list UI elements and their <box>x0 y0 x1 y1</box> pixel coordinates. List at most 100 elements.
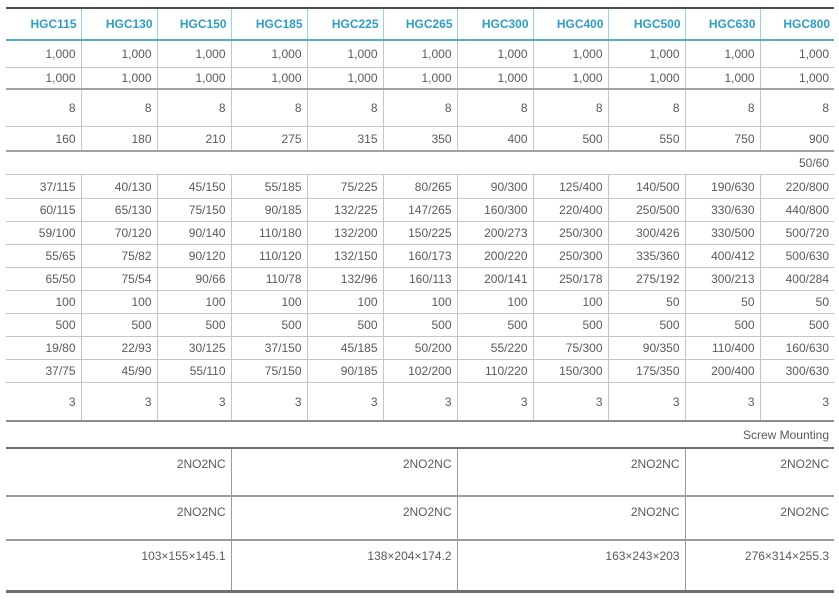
table-cell: 8 <box>383 89 458 127</box>
table-cell: 19/80 <box>6 336 82 360</box>
table-cell: 500 <box>533 126 609 152</box>
group-cell: 163×243×203 <box>457 540 686 593</box>
table-cell: 100 <box>307 290 384 314</box>
table-cell: 300/213 <box>685 267 761 291</box>
table-cell: 3 <box>383 382 458 422</box>
table-cell: 500 <box>81 313 158 337</box>
column-header: HGC225 <box>307 8 384 41</box>
table-row: Screw Mounting <box>6 421 834 449</box>
table-cell: 160/173 <box>383 244 458 268</box>
table-cell: 300/426 <box>608 221 686 245</box>
table-cell: 8 <box>457 89 534 127</box>
table-cell: 8 <box>685 89 761 127</box>
table-cell: 500 <box>307 313 384 337</box>
table-cell: 100 <box>6 290 82 314</box>
table-cell: 110/78 <box>231 267 308 291</box>
table-cell: 250/178 <box>533 267 609 291</box>
table-cell: 8 <box>760 89 834 127</box>
table-cell: 160/630 <box>760 336 834 360</box>
group-cell: 2NO2NC <box>457 448 686 497</box>
table-cell: 150/300 <box>533 359 609 383</box>
group-cell: 2NO2NC <box>457 496 686 541</box>
table-cell: 65/50 <box>6 267 82 291</box>
table-cell: 3 <box>457 382 534 422</box>
column-header: HGC500 <box>608 8 686 41</box>
table-cell: 102/200 <box>383 359 458 383</box>
table-cell: 500 <box>760 313 834 337</box>
table-cell: 90/120 <box>157 244 232 268</box>
table-cell: 500 <box>6 313 82 337</box>
table-cell: 220/400 <box>533 198 609 222</box>
table-cell: 1,000 <box>760 40 834 68</box>
table-cell: 100 <box>533 290 609 314</box>
table-cell: 110/220 <box>457 359 534 383</box>
table-cell: 500 <box>608 313 686 337</box>
column-header: HGC150 <box>157 8 232 41</box>
table-cell: 200/273 <box>457 221 534 245</box>
table-cell: 90/66 <box>157 267 232 291</box>
table-cell: 300/630 <box>760 359 834 383</box>
table-row: 59/100 70/120 90/140 110/180 132/200 150/225 2… <box>6 221 834 245</box>
group-cell: 103×155×145.1 <box>6 540 232 593</box>
column-header: HGC185 <box>231 8 308 41</box>
table-cell: 500 <box>383 313 458 337</box>
table-cell: 40/130 <box>81 174 158 199</box>
table-cell: 220/800 <box>760 174 834 199</box>
table-row: 19/80 22/93 30/125 37/150 45/185 50/200 55/220… <box>6 336 834 360</box>
full-span-cell: Screw Mounting <box>6 421 834 449</box>
column-header: HGC265 <box>383 8 458 41</box>
table-cell: 1,000 <box>231 67 308 90</box>
table-cell: 50 <box>760 290 834 314</box>
table-cell: 100 <box>81 290 158 314</box>
table-cell: 1,000 <box>383 40 458 68</box>
table-row: 103×155×145.1 138×204×174.2 163×243×203 276… <box>6 540 834 593</box>
table-cell: 500 <box>533 313 609 337</box>
group-cell: 276×314×255.3 <box>685 540 834 593</box>
table-cell: 90/140 <box>157 221 232 245</box>
table-cell: 160/113 <box>383 267 458 291</box>
table-cell: 3 <box>760 382 834 422</box>
table-cell: 45/150 <box>157 174 232 199</box>
table-cell: 275/192 <box>608 267 686 291</box>
table-cell: 330/500 <box>685 221 761 245</box>
table-cell: 1,000 <box>533 40 609 68</box>
table-cell: 100 <box>383 290 458 314</box>
table-cell: 30/125 <box>157 336 232 360</box>
table-cell: 110/120 <box>231 244 308 268</box>
table-cell: 59/100 <box>6 221 82 245</box>
table-cell: 1,000 <box>81 67 158 90</box>
table-cell: 75/150 <box>157 198 232 222</box>
table-cell: 250/300 <box>533 221 609 245</box>
table-cell: 550 <box>608 126 686 152</box>
table-cell: 90/350 <box>608 336 686 360</box>
table-cell: 500 <box>157 313 232 337</box>
table-cell: 45/90 <box>81 359 158 383</box>
table-cell: 55/185 <box>231 174 308 199</box>
table-cell: 100 <box>157 290 232 314</box>
table-cell: 500 <box>457 313 534 337</box>
table-cell: 3 <box>81 382 158 422</box>
table-cell: 1,000 <box>608 40 686 68</box>
table-row: 1,000 1,000 1,000 1,000 1,000 1,000 1,000 1,000… <box>6 40 834 68</box>
table-cell: 150/225 <box>383 221 458 245</box>
table-cell: 500/720 <box>760 221 834 245</box>
table-cell: 75/54 <box>81 267 158 291</box>
table-cell: 440/800 <box>760 198 834 222</box>
table-cell: 8 <box>157 89 232 127</box>
table-cell: 180 <box>81 126 158 152</box>
table-cell: 3 <box>157 382 232 422</box>
table-cell: 190/630 <box>685 174 761 199</box>
table-cell: 3 <box>533 382 609 422</box>
table-cell: 1,000 <box>6 67 82 90</box>
table-cell: 1,000 <box>81 40 158 68</box>
table-cell: 275 <box>231 126 308 152</box>
table-cell: 3 <box>231 382 308 422</box>
table-row: 60/115 65/130 75/150 90/185 132/225 147/265 16… <box>6 198 834 222</box>
table-cell: 55/220 <box>457 336 534 360</box>
table-cell: 400/284 <box>760 267 834 291</box>
group-cell: 2NO2NC <box>685 496 834 541</box>
table-row: 65/50 75/54 90/66 110/78 132/96 160/113 200/14… <box>6 267 834 291</box>
table-cell: 200/220 <box>457 244 534 268</box>
table-cell: 22/93 <box>81 336 158 360</box>
table-cell: 210 <box>157 126 232 152</box>
